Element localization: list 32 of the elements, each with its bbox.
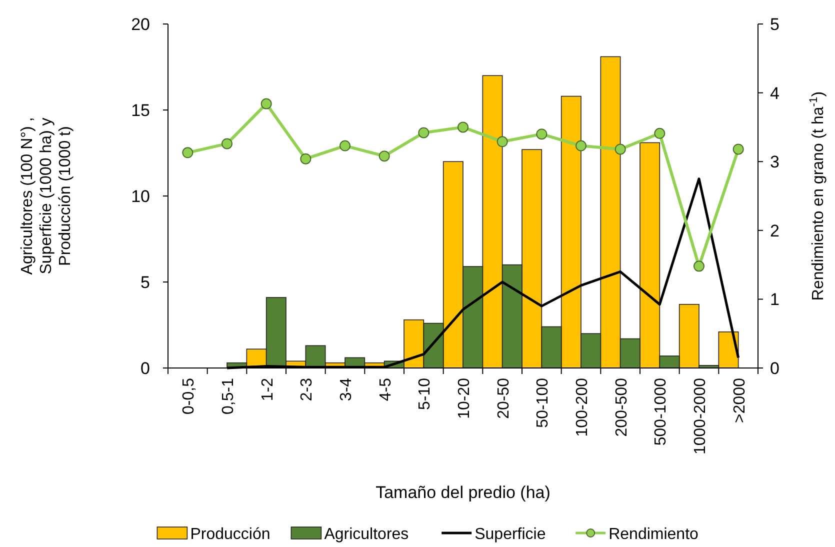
x-axis-title: Tamaño del predio (ha) <box>376 483 550 502</box>
legend-label: Agricultores <box>324 526 409 543</box>
y-tick-label: 15 <box>131 100 150 120</box>
y-tick-label: 20 <box>131 14 150 34</box>
x-tick-label: 1000-2000 <box>692 378 709 455</box>
x-tick-label: 10-20 <box>456 378 473 419</box>
y2-tick-label: 4 <box>770 84 780 103</box>
legend-label: Rendimiento <box>608 526 699 543</box>
x-tick-label: 1-2 <box>259 378 276 402</box>
y2-tick-label: 0 <box>770 358 780 378</box>
y2-tick-label: 5 <box>770 14 780 34</box>
x-tick-label: 50-100 <box>534 378 552 428</box>
x-tick-label: 3-4 <box>338 378 355 402</box>
x-tick-label: 0-0,5 <box>180 378 198 414</box>
y2-tick-label: 2 <box>770 221 780 240</box>
y-tick-label: 5 <box>140 272 150 292</box>
x-tick-label: 100-200 <box>574 378 591 437</box>
y2-tick-label: 1 <box>770 290 780 310</box>
x-tick-label: 500-1000 <box>652 378 670 446</box>
x-tick-label: >2000 <box>731 378 748 423</box>
y-tick-label: 10 <box>131 186 150 206</box>
legend-label: Producción <box>190 526 270 543</box>
y2-tick-label: 3 <box>770 152 780 172</box>
x-tick-label: 2-3 <box>298 378 316 402</box>
x-tick-label: 0,5-1 <box>220 378 237 414</box>
y-tick-label: 0 <box>140 358 150 378</box>
x-tick-label: 20-50 <box>495 378 512 419</box>
x-tick-label: 200-500 <box>613 378 630 437</box>
y-axis-title: Agricultores (100 N°) , Superficie (1000 ha) y Producción (1000 t) <box>19 117 74 275</box>
x-tick-label: 5-10 <box>416 378 434 410</box>
x-tick-label: 4-5 <box>377 378 394 402</box>
legend-label: Superficie <box>474 526 546 543</box>
